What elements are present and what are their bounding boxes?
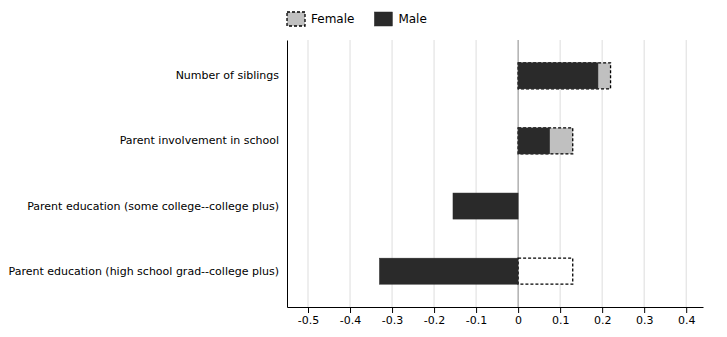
series	[379, 63, 598, 284]
y-tick: Parent involvement in school	[120, 134, 287, 147]
x-tick-mark	[476, 307, 477, 313]
series	[518, 63, 610, 284]
grid-line	[644, 40, 645, 307]
x-tick-mark	[644, 307, 645, 313]
chart-container: -0.5 -0.4 -0.3 -0.2 -0.1 0 0.1 0.2 0.3 0.4 Parent …	[0, 0, 727, 337]
x-tick-label: -0.5	[298, 314, 319, 327]
x-tick-mark	[686, 307, 687, 313]
x-tick: 0.3	[636, 307, 654, 327]
x-tick: -0.4	[340, 307, 361, 327]
x-tick: 0.2	[594, 307, 612, 327]
x-tick-label: -0.3	[382, 314, 403, 327]
x-axis: -0.5 -0.4 -0.3 -0.2 -0.1 0 0.1 0.2 0.3 0.4	[288, 307, 704, 327]
x-tick: 0.4	[678, 307, 696, 327]
x-tick-mark	[560, 307, 561, 313]
grid-line	[308, 40, 309, 307]
y-tick-label: Parent education (high school grad--coll…	[9, 265, 279, 278]
x-tick-label: -0.4	[340, 314, 361, 327]
x-tick-label: -0.2	[424, 314, 445, 327]
bar	[518, 128, 573, 154]
y-tick: Parent education (high school grad--coll…	[9, 265, 287, 278]
x-tick-label: 0	[515, 314, 522, 327]
x-tick: -0.5	[298, 307, 319, 327]
bar	[453, 193, 518, 219]
legend-swatch	[374, 12, 392, 26]
legend-swatch	[287, 12, 305, 26]
plot: -0.5 -0.4 -0.3 -0.2 -0.1 0 0.1 0.2 0.3 0.4 Parent …	[9, 40, 704, 327]
x-tick: -0.1	[466, 307, 487, 327]
x-tick-mark	[434, 307, 435, 313]
bar	[518, 258, 573, 284]
x-tick-mark	[308, 307, 309, 313]
x-tick-mark	[392, 307, 393, 313]
bars	[379, 63, 610, 284]
x-tick-mark	[518, 307, 519, 313]
bar	[518, 128, 550, 154]
legend-item: Female	[287, 12, 354, 26]
legend-label: Female	[311, 12, 354, 26]
grid-line	[350, 40, 351, 307]
grid-line	[686, 40, 687, 307]
x-tick: 0	[515, 307, 522, 327]
y-tick-label: Number of siblings	[176, 69, 280, 82]
y-tick: Number of siblings	[176, 69, 287, 82]
x-tick-mark	[350, 307, 351, 313]
bar	[518, 63, 610, 89]
y-tick: Parent education (some college--college …	[27, 200, 287, 213]
x-tick-label: 0.4	[678, 314, 696, 327]
x-tick-label: 0.1	[552, 314, 570, 327]
y-axis: Parent education (high school grad--coll…	[9, 41, 288, 308]
legend-item: Male	[374, 12, 426, 26]
legend: Female Male	[287, 12, 427, 26]
x-tick-label: 0.3	[636, 314, 654, 327]
x-axis-line	[288, 307, 704, 308]
x-tick: 0.1	[552, 307, 570, 327]
x-tick-label: 0.2	[594, 314, 612, 327]
y-tick-label: Parent education (some college--college …	[27, 200, 279, 213]
x-tick-label: -0.1	[466, 314, 487, 327]
x-tick: -0.3	[382, 307, 403, 327]
y-tick-label: Parent involvement in school	[120, 134, 279, 147]
chart-svg: -0.5 -0.4 -0.3 -0.2 -0.1 0 0.1 0.2 0.3 0.4 Parent …	[0, 0, 727, 337]
bar	[379, 258, 518, 284]
x-tick-mark	[602, 307, 603, 313]
y-axis-line	[287, 41, 288, 308]
bar	[518, 63, 598, 89]
legend-label: Male	[398, 12, 426, 26]
grid	[308, 40, 686, 307]
x-tick: -0.2	[424, 307, 445, 327]
